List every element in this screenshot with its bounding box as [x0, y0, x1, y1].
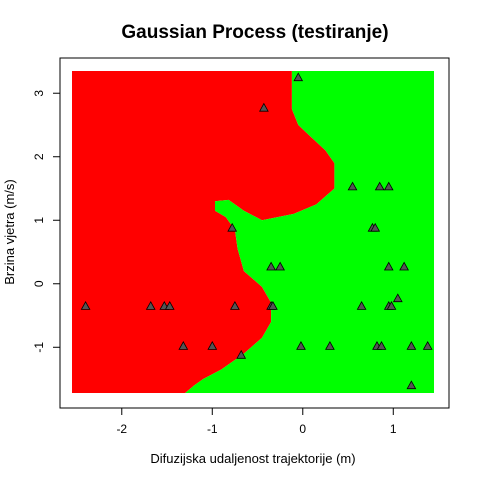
data-point [145, 300, 156, 310]
x-tick-label: 0 [299, 422, 306, 436]
data-point [370, 222, 381, 232]
points-layer [80, 72, 433, 390]
x-tick-label: -2 [116, 422, 127, 436]
data-point [392, 293, 403, 303]
data-point [227, 222, 238, 232]
data-point [406, 340, 417, 350]
region-right [185, 71, 434, 393]
plot-area [72, 71, 434, 393]
data-point [383, 181, 394, 191]
data-point [207, 340, 218, 350]
x-tick-label: 1 [390, 422, 397, 436]
data-point [178, 340, 189, 350]
data-point [293, 72, 304, 82]
data-point [356, 300, 367, 310]
data-point [296, 340, 306, 350]
data-point [386, 300, 397, 310]
y-tick-label: 0 [32, 280, 46, 287]
data-point [376, 340, 387, 350]
data-point [347, 181, 358, 191]
chart-title: Gaussian Process (testiranje) [121, 22, 388, 43]
y-tick-label: 1 [32, 217, 46, 224]
x-axis-label: Difuzijska udaljenost trajektorije (m) [150, 451, 355, 466]
data-point [236, 349, 247, 359]
x-tick-label: -1 [207, 422, 218, 436]
data-point [399, 261, 409, 271]
y-tick-label: -1 [32, 342, 46, 353]
y-tick-label: 2 [32, 153, 46, 160]
data-point [325, 340, 335, 350]
data-point [275, 261, 285, 271]
y-tick-label: 3 [32, 90, 46, 97]
data-point [383, 261, 394, 271]
data-point [422, 340, 433, 350]
data-point [268, 300, 278, 310]
y-axis-label: Brzina vjetra (m/s) [2, 179, 17, 284]
data-point [259, 102, 269, 112]
data-point [230, 300, 240, 310]
x-axis: -2 -1 0 1 [116, 407, 397, 436]
data-point [406, 380, 417, 390]
data-point [374, 181, 385, 191]
data-point [266, 261, 276, 271]
data-point [164, 300, 175, 310]
region-left [72, 71, 335, 393]
y-axis: -1 0 1 2 3 [32, 90, 61, 353]
data-point [80, 300, 91, 310]
